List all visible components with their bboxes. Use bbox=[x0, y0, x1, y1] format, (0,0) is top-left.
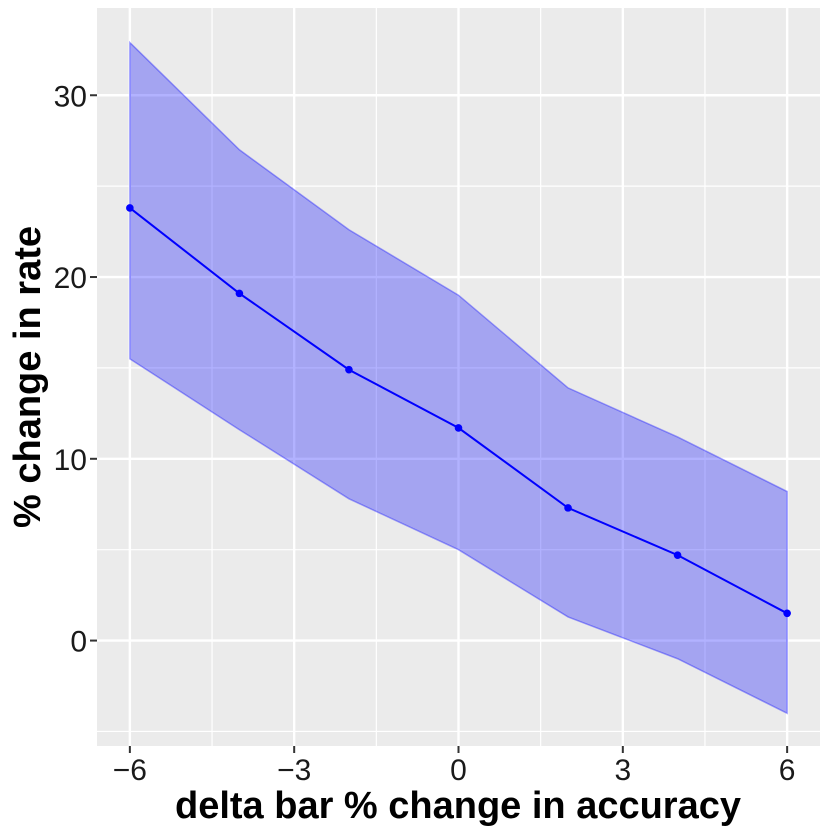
x-tick-label: 6 bbox=[779, 754, 796, 787]
data-point bbox=[564, 504, 572, 512]
y-tick-label: 0 bbox=[70, 626, 87, 659]
x-axis-title: delta bar % change in accuracy bbox=[175, 785, 741, 827]
data-point bbox=[454, 424, 463, 432]
x-tick-label: 0 bbox=[450, 754, 467, 787]
confidence-band bbox=[129, 40, 788, 715]
data-point bbox=[783, 609, 791, 618]
data-point bbox=[673, 551, 682, 559]
x-tick-label: 3 bbox=[614, 754, 631, 787]
data-point bbox=[235, 289, 244, 298]
y-tick-labels: 0 10 20 30 bbox=[54, 80, 87, 658]
data-point bbox=[345, 365, 353, 374]
x-tick-labels: −6 −3 0 3 6 bbox=[113, 754, 796, 787]
x-tick-label: −6 bbox=[113, 754, 147, 787]
x-tick-label: −3 bbox=[277, 754, 311, 787]
y-tick-label: 30 bbox=[54, 80, 87, 113]
axis-ticks bbox=[90, 94, 789, 753]
y-axis-title: % change in rate bbox=[7, 226, 49, 528]
y-tick-label: 10 bbox=[54, 444, 87, 477]
confidence-band-layer bbox=[129, 40, 788, 715]
y-tick-label: 20 bbox=[54, 262, 87, 295]
data-point bbox=[126, 204, 134, 212]
series-points-layer bbox=[126, 204, 791, 618]
